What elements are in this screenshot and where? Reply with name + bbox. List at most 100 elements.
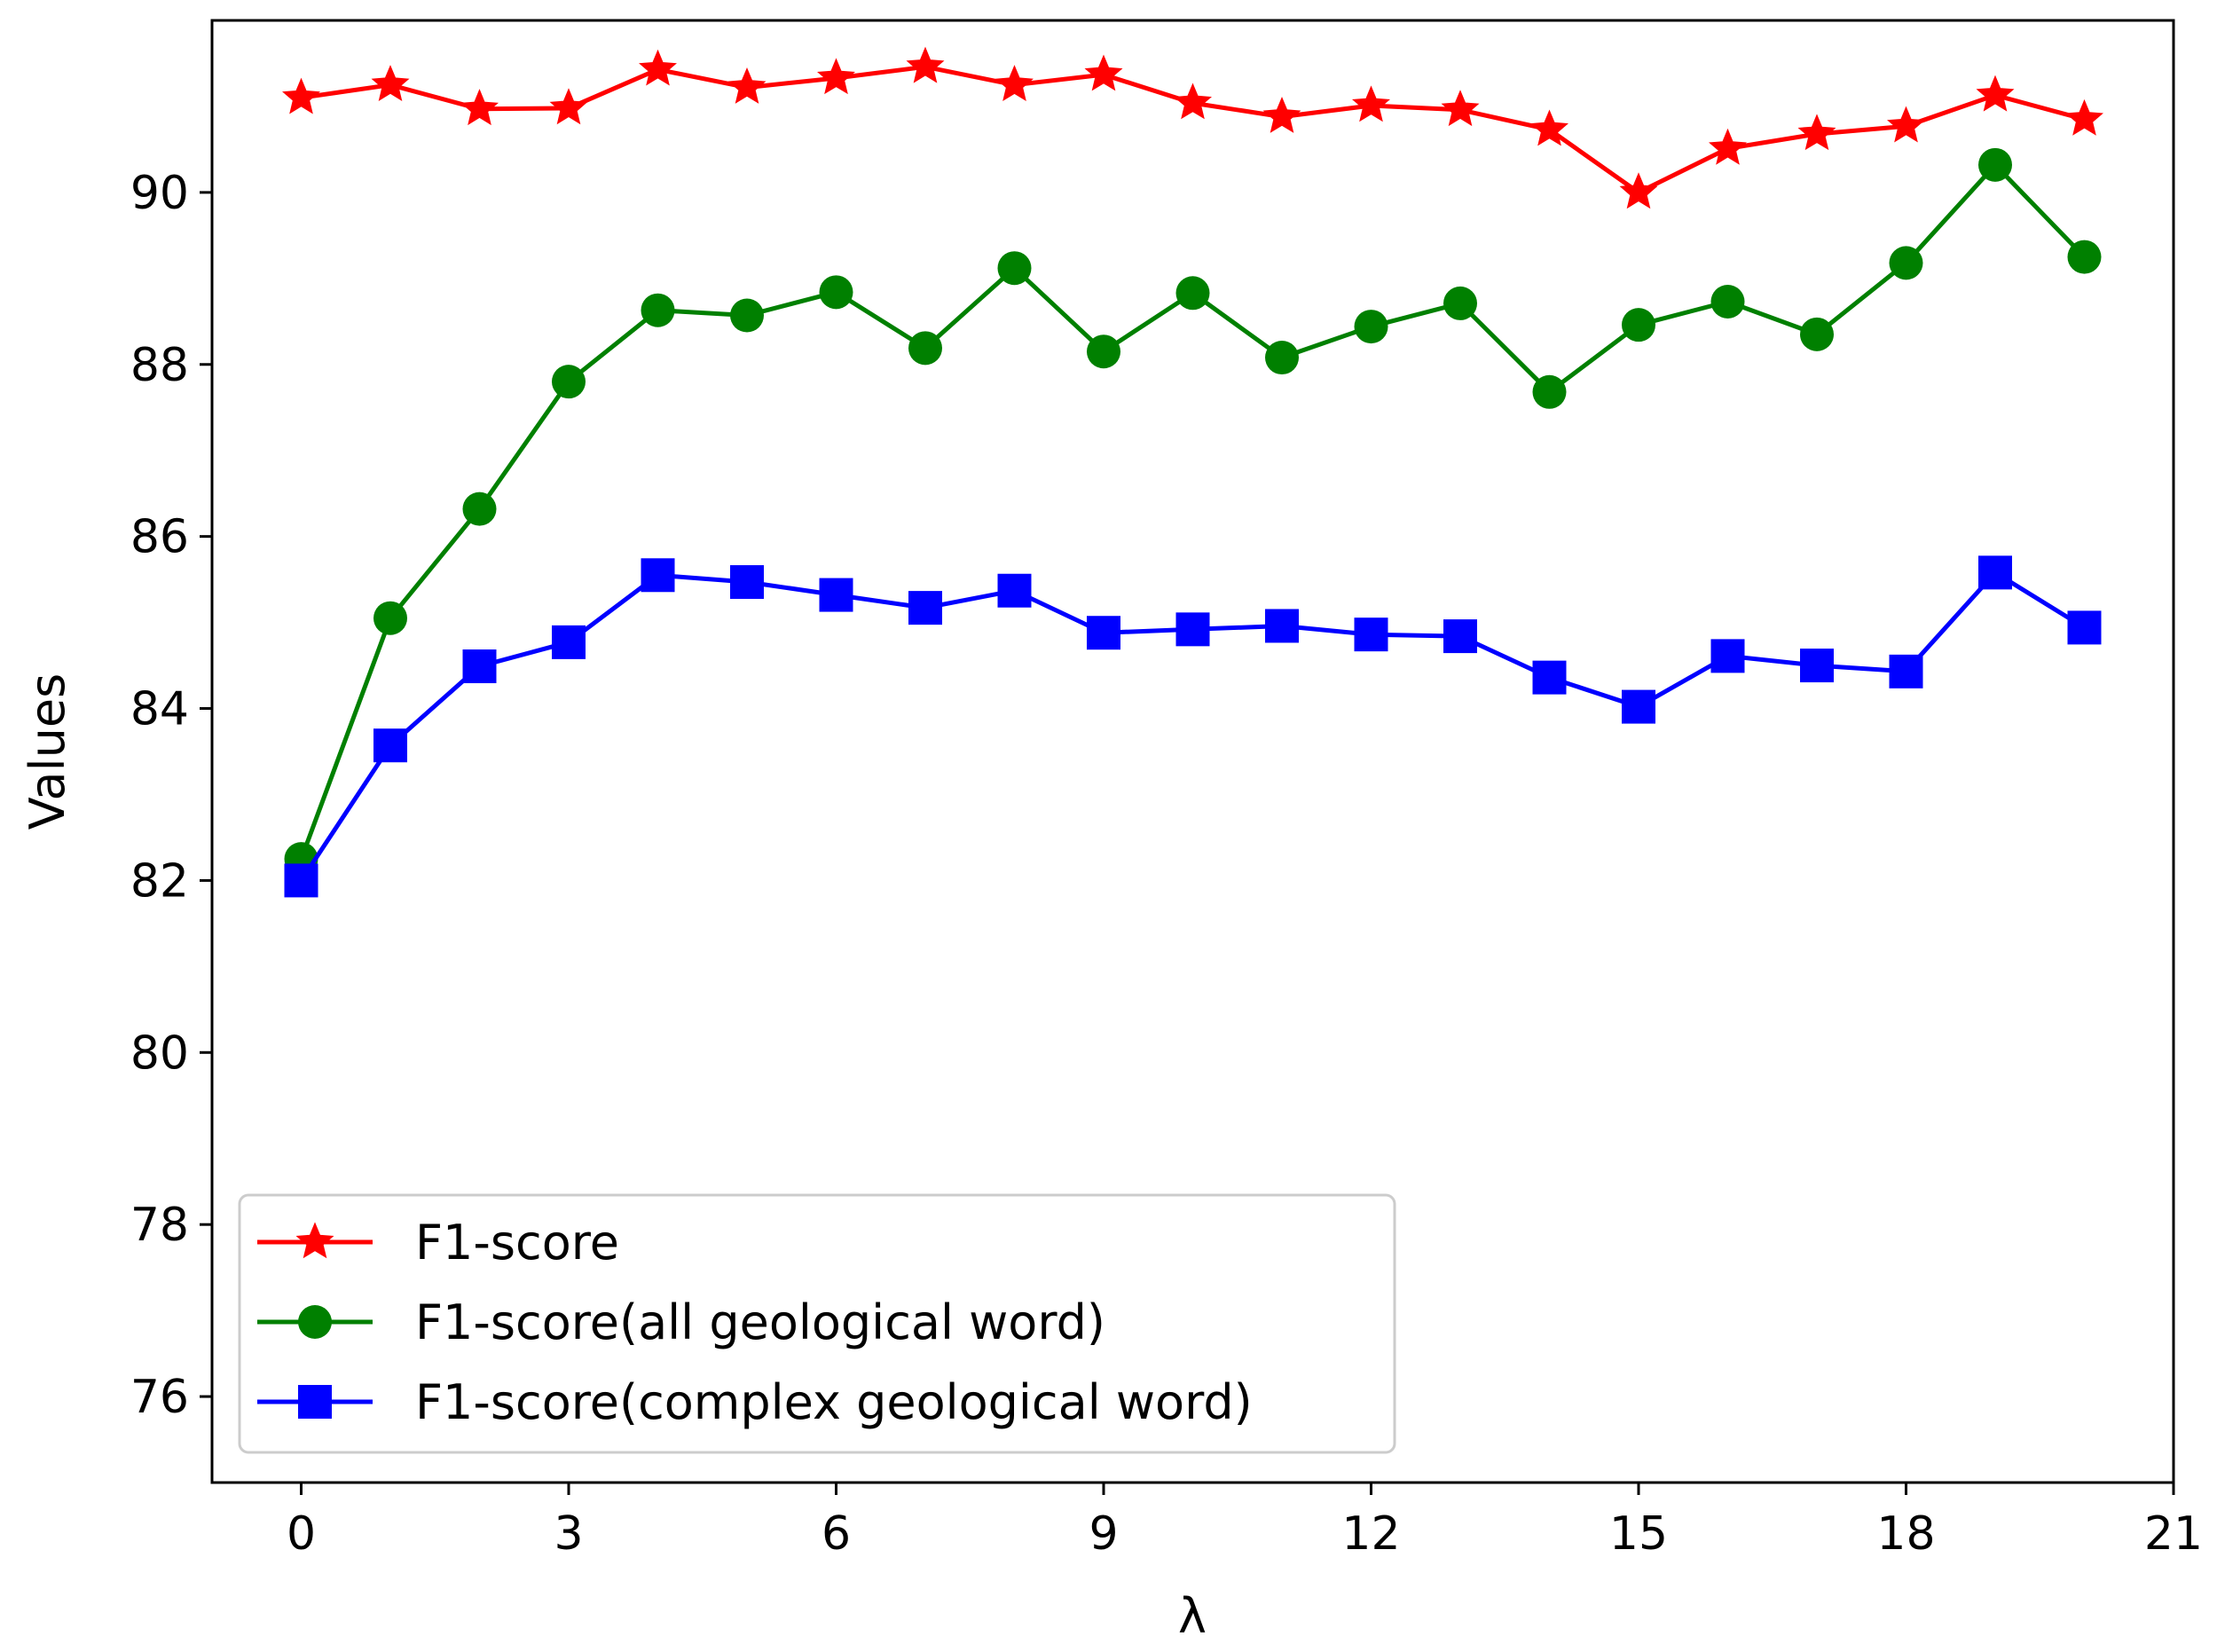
legend-entry: F1-score — [257, 1215, 619, 1270]
y-tick-label: 90 — [130, 167, 189, 220]
y-axis-label: Values — [20, 673, 75, 830]
data-point — [641, 558, 675, 593]
data-point — [1532, 374, 1567, 409]
x-tick-label: 21 — [2144, 1507, 2203, 1561]
data-point — [1354, 618, 1388, 652]
data-point — [1797, 114, 1836, 151]
data-point — [552, 365, 586, 399]
y-tick-label: 78 — [130, 1199, 189, 1252]
legend-label: F1-score — [415, 1215, 619, 1270]
data-point — [1619, 172, 1658, 209]
data-point — [997, 573, 1032, 608]
data-point — [641, 293, 675, 327]
data-point — [1354, 310, 1388, 344]
legend-box — [238, 1193, 1396, 1454]
x-tick-label: 18 — [1876, 1507, 1935, 1561]
data-point — [462, 492, 497, 526]
data-point — [552, 625, 586, 659]
data-point — [1622, 308, 1655, 342]
y-tick-label: 88 — [130, 339, 189, 392]
data-point — [371, 65, 410, 102]
data-point — [908, 331, 942, 366]
legend-entry: F1-score(complex geological word) — [257, 1374, 1253, 1430]
data-point — [730, 565, 764, 600]
data-point — [1265, 609, 1299, 643]
series-layer — [282, 46, 2103, 898]
data-point — [819, 578, 853, 612]
data-point — [1087, 616, 1120, 650]
x-axis: 0 3 6 9 12 15 18 21 — [287, 1483, 2203, 1561]
series-2 — [284, 147, 2102, 877]
data-point — [1441, 90, 1480, 127]
data-point — [1800, 649, 1834, 683]
data-point — [727, 67, 767, 104]
data-point — [1443, 619, 1477, 654]
y-tick-label: 76 — [130, 1371, 189, 1424]
series-1 — [282, 46, 2103, 209]
plot-area-frame — [210, 19, 2175, 1484]
data-point — [1710, 284, 1745, 319]
data-point — [1265, 341, 1299, 375]
x-tick-label: 12 — [1341, 1507, 1400, 1561]
y-tick-label: 84 — [130, 683, 189, 736]
data-point — [1175, 612, 1210, 647]
legend-marker — [295, 1222, 334, 1259]
data-point — [2067, 610, 2102, 645]
data-point — [819, 275, 853, 310]
legend-marker — [298, 1305, 332, 1339]
legend-entry: F1-score(all geological word) — [257, 1294, 1105, 1350]
data-point — [549, 88, 588, 125]
data-point — [730, 298, 764, 333]
legend-label: F1-score(all geological word) — [415, 1294, 1105, 1350]
data-point — [1174, 83, 1212, 120]
x-tick-label: 15 — [1609, 1507, 1668, 1561]
data-point — [462, 649, 497, 684]
data-point — [1087, 334, 1120, 369]
legend-marker — [298, 1385, 332, 1419]
data-point — [997, 251, 1032, 286]
legend: F1-score F1-score(all geological word) F1-… — [238, 1193, 1396, 1454]
data-point — [817, 58, 855, 95]
data-point — [2065, 98, 2103, 136]
data-point — [1889, 654, 1923, 688]
data-point — [1978, 555, 2012, 590]
data-point — [995, 65, 1034, 102]
series-line — [299, 162, 2087, 861]
data-point — [1889, 246, 1923, 280]
y-tick-label: 82 — [130, 854, 189, 908]
data-point — [1976, 75, 2015, 112]
data-point — [1622, 689, 1655, 724]
data-point — [906, 46, 945, 83]
data-point — [639, 49, 677, 86]
data-point — [1443, 286, 1477, 320]
x-tick-label: 0 — [287, 1507, 316, 1561]
data-point — [1352, 85, 1390, 122]
y-tick-label: 86 — [130, 511, 189, 564]
data-point — [460, 89, 499, 126]
data-point — [282, 77, 320, 114]
data-point — [1887, 106, 1925, 143]
data-point — [1084, 54, 1123, 91]
data-point — [1532, 660, 1567, 695]
series-3 — [284, 555, 2102, 898]
legend-label: F1-score(complex geological word) — [415, 1374, 1253, 1430]
data-point — [373, 728, 407, 763]
data-point — [373, 601, 407, 635]
data-point — [2067, 240, 2102, 274]
data-point — [284, 863, 318, 898]
y-tick-label: 80 — [130, 1027, 189, 1080]
x-tick-label: 6 — [822, 1507, 851, 1561]
data-point — [1530, 109, 1568, 146]
data-point — [1978, 147, 2012, 182]
data-point — [1709, 128, 1747, 165]
data-point — [1262, 97, 1301, 133]
x-axis-label: λ — [1178, 1588, 1207, 1644]
data-point — [908, 591, 942, 625]
x-tick-label: 9 — [1089, 1507, 1118, 1561]
data-point — [1175, 276, 1210, 311]
y-axis: 76 78 80 82 84 86 88 90 — [130, 167, 212, 1424]
x-tick-label: 3 — [554, 1507, 583, 1561]
data-point — [1710, 639, 1745, 673]
data-point — [1800, 317, 1834, 351]
